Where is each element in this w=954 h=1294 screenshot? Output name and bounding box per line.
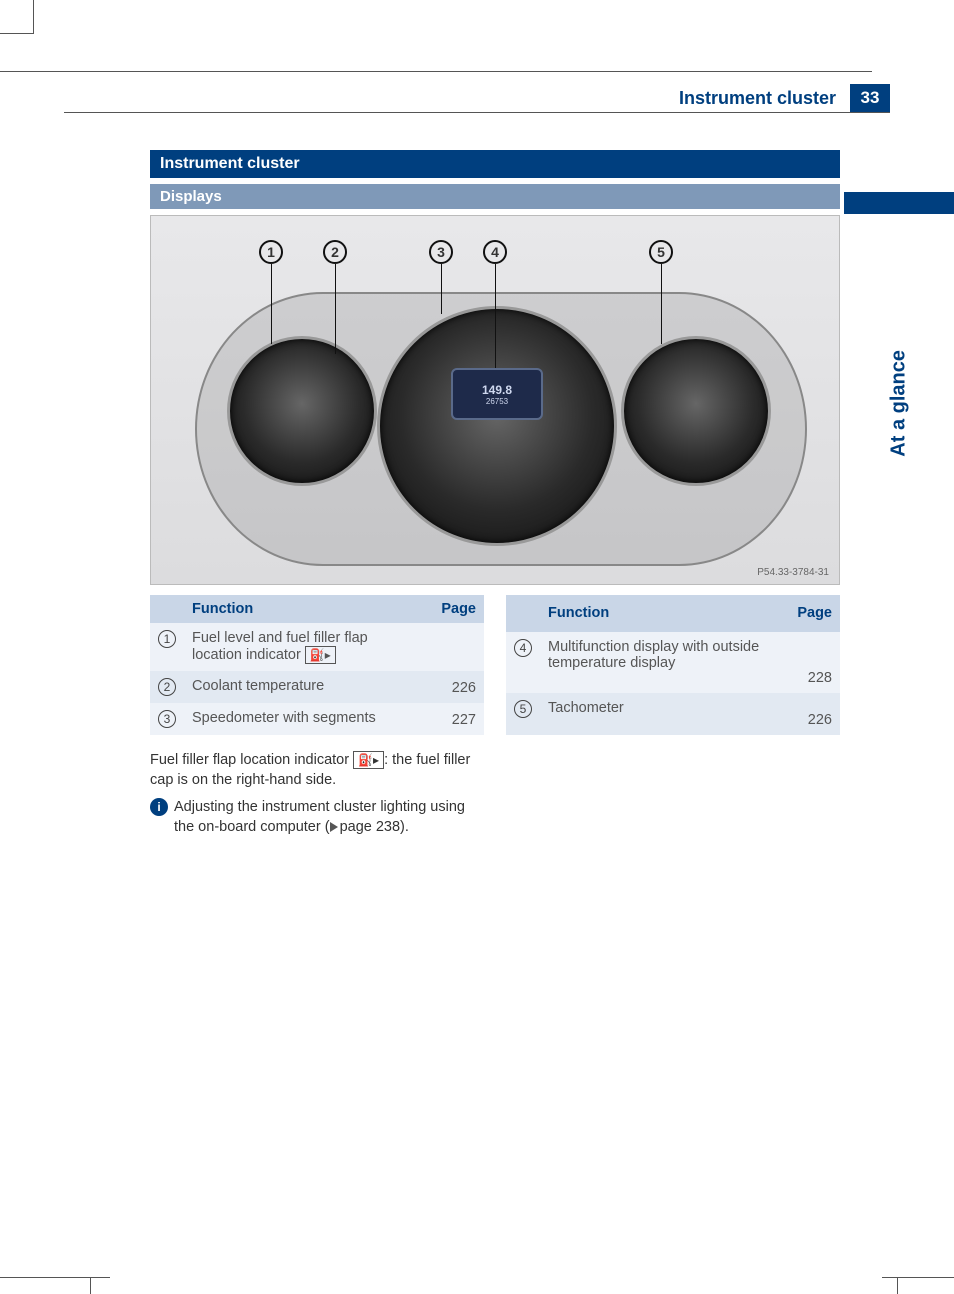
row-callout-num: 5 <box>514 700 532 718</box>
mfd-bottom-value: 26753 <box>486 397 508 406</box>
fuel-filler-note: Fuel filler flap location indicator ⛽▸: … <box>150 751 484 790</box>
function-table-right: Function Page 4 Multifunction display wi… <box>506 595 840 735</box>
header-title: Instrument cluster <box>679 88 836 109</box>
header-underline <box>64 112 890 113</box>
fuel-filler-icon: ⛽▸ <box>353 751 384 769</box>
table-header-page: Page <box>782 595 840 632</box>
row-function-text: Fuel level and fuel filler flap location… <box>184 623 426 671</box>
instrument-cluster-figure: 149.8 26753 1 2 3 4 5 P54.33-3784-31 <box>150 215 840 585</box>
page-number-box: 33 <box>850 84 890 112</box>
multifunction-display: 149.8 26753 <box>451 368 543 420</box>
section-heading: Instrument cluster <box>150 150 840 178</box>
speedometer-gauge <box>377 306 617 546</box>
row-function-text: Tachometer <box>540 693 782 735</box>
table-row: 2 Coolant temperature 226 <box>150 671 484 703</box>
tachometer-gauge <box>621 336 771 486</box>
crop-mark-br <box>882 1260 954 1294</box>
page-ref-icon <box>330 822 338 832</box>
table-row: 4 Multifunction display with outside tem… <box>506 632 840 693</box>
subsection-heading: Displays <box>150 184 840 209</box>
function-table-left: Function Page 1 Fuel level and fuel fill… <box>150 595 484 735</box>
table-row: 1 Fuel level and fuel filler flap locati… <box>150 623 484 671</box>
info-icon: i <box>150 798 168 816</box>
footnote-block: Fuel filler flap location indicator ⛽▸: … <box>150 751 484 837</box>
row-callout-num: 1 <box>158 630 176 648</box>
row-callout-num: 3 <box>158 710 176 728</box>
figure-callout: 5 <box>649 240 673 264</box>
side-tab-label: At a glance <box>888 350 911 457</box>
row-function-text: Speedometer with segments <box>184 703 426 735</box>
top-rule <box>0 71 872 72</box>
figure-callout: 4 <box>483 240 507 264</box>
row-page: 227 <box>426 703 484 735</box>
mfd-top-value: 149.8 <box>482 383 512 397</box>
figure-callout: 2 <box>323 240 347 264</box>
fuel-filler-icon: ⛽▸ <box>305 646 336 664</box>
row-callout-num: 4 <box>514 639 532 657</box>
left-gauge <box>227 336 377 486</box>
table-header-function: Function <box>184 595 426 623</box>
table-header-function: Function <box>540 595 782 632</box>
page-header: Instrument cluster 33 <box>150 84 890 112</box>
row-function-text: Multifunction display with outside tempe… <box>540 632 782 693</box>
row-function-text: Coolant temperature <box>184 671 426 703</box>
row-page: 226 <box>782 693 840 735</box>
row-page: 226 <box>426 671 484 703</box>
table-row: 3 Speedometer with segments 227 <box>150 703 484 735</box>
crop-mark-tl <box>0 0 34 34</box>
row-page: 228 <box>782 632 840 693</box>
row-page <box>426 623 484 671</box>
info-note: i Adjusting the instrument cluster light… <box>150 798 484 837</box>
figure-reference-id: P54.33-3784-31 <box>757 567 829 578</box>
info-text: Adjusting the instrument cluster lightin… <box>174 798 484 837</box>
crop-mark-bl <box>0 1260 110 1294</box>
table-header-page: Page <box>426 595 484 623</box>
row-callout-num: 2 <box>158 678 176 696</box>
figure-callout: 3 <box>429 240 453 264</box>
figure-callout: 1 <box>259 240 283 264</box>
side-tab-bar <box>844 192 954 214</box>
table-row: 5 Tachometer 226 <box>506 693 840 735</box>
